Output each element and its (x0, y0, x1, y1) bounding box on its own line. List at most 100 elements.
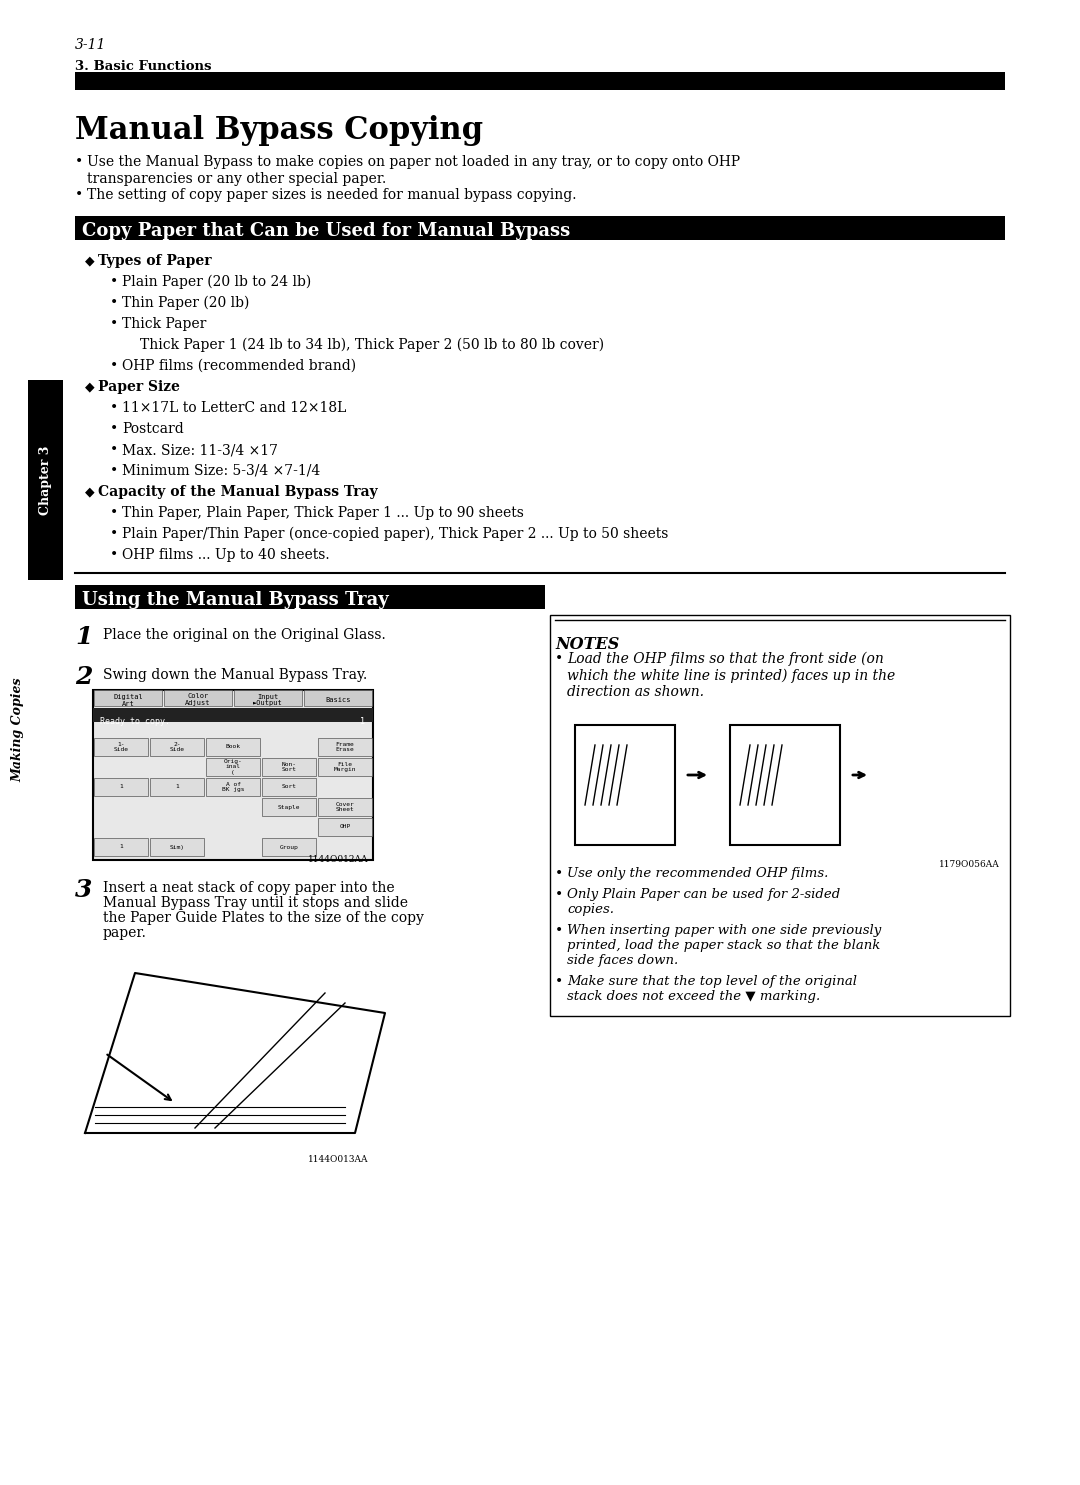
Text: Orig-
inal
(: Orig- inal ( (224, 759, 242, 775)
Text: Use the Manual Bypass to make copies on paper not loaded in any tray, or to copy: Use the Manual Bypass to make copies on … (87, 154, 740, 169)
Text: Use only the recommended OHP films.: Use only the recommended OHP films. (567, 867, 828, 881)
Text: Manual Bypass Tray until it stops and slide: Manual Bypass Tray until it stops and sl… (103, 895, 408, 910)
Bar (730, 725, 840, 845)
Bar (150, 778, 204, 796)
Text: Staple: Staple (278, 805, 300, 809)
Bar (262, 757, 316, 777)
Text: File
Margin: File Margin (334, 762, 356, 772)
Text: side faces down.: side faces down. (567, 953, 678, 967)
Bar (94, 838, 148, 855)
Text: •: • (555, 867, 564, 881)
Text: Cover
Sheet: Cover Sheet (336, 802, 354, 812)
Text: 1144O013AA: 1144O013AA (308, 1155, 368, 1164)
Text: Plain Paper (20 lb to 24 lb): Plain Paper (20 lb to 24 lb) (122, 275, 311, 290)
Text: transparencies or any other special paper.: transparencies or any other special pape… (87, 172, 387, 186)
Bar (75, 585, 545, 609)
Text: Thick Paper 1 (24 lb to 34 lb), Thick Paper 2 (50 lb to 80 lb cover): Thick Paper 1 (24 lb to 34 lb), Thick Pa… (140, 339, 604, 352)
Text: 1: 1 (119, 784, 123, 790)
Text: Chapter 3: Chapter 3 (39, 446, 52, 515)
Text: Only Plain Paper can be used for 2-sided: Only Plain Paper can be used for 2-sided (567, 888, 840, 901)
Text: Input
►Output: Input ►Output (253, 693, 283, 707)
Text: When inserting paper with one side previously: When inserting paper with one side previ… (567, 924, 881, 937)
Text: Postcard: Postcard (122, 422, 184, 437)
Bar (206, 738, 260, 756)
Text: Max. Size: 11-3/4 ×17: Max. Size: 11-3/4 ×17 (122, 443, 278, 457)
Text: The setting of copy paper sizes is needed for manual bypass copying.: The setting of copy paper sizes is neede… (87, 189, 577, 202)
Text: copies.: copies. (567, 903, 615, 916)
Text: Thin Paper (20 lb): Thin Paper (20 lb) (122, 296, 249, 310)
Text: Non-
Sort: Non- Sort (282, 762, 297, 772)
Text: •: • (110, 463, 118, 478)
Bar (262, 778, 316, 796)
Text: Making Copies: Making Copies (12, 677, 25, 783)
Text: Plain Paper/Thin Paper (once-copied paper), Thick Paper 2 ... Up to 50 sheets: Plain Paper/Thin Paper (once-copied pape… (122, 527, 669, 542)
Text: •: • (555, 652, 564, 665)
Text: Load the OHP films so that the front side (on
which the white line is printed) f: Load the OHP films so that the front sid… (567, 652, 895, 699)
Text: Digital
Art: Digital Art (113, 693, 143, 707)
Text: OHP films ... Up to 40 sheets.: OHP films ... Up to 40 sheets. (122, 548, 329, 561)
Text: •: • (110, 548, 118, 561)
Bar (93, 691, 373, 860)
Text: OHP films (recommended brand): OHP films (recommended brand) (122, 359, 356, 373)
Text: •: • (555, 888, 564, 901)
Text: ◆: ◆ (85, 380, 95, 394)
Text: 3. Basic Functions: 3. Basic Functions (75, 59, 212, 73)
Text: Manual Bypass Copying: Manual Bypass Copying (75, 114, 483, 146)
Text: 1: 1 (175, 784, 179, 790)
Text: •: • (110, 316, 118, 331)
Text: paper.: paper. (103, 927, 147, 940)
Text: Make sure that the top level of the original: Make sure that the top level of the orig… (567, 976, 858, 988)
Text: 11×17L to LetterC and 12×18L: 11×17L to LetterC and 12×18L (122, 401, 347, 414)
Text: Group: Group (280, 845, 298, 849)
Bar (93, 708, 373, 722)
Bar (303, 691, 372, 705)
Text: •: • (555, 976, 564, 989)
Bar (75, 71, 1005, 91)
Text: •: • (75, 189, 83, 202)
Text: 3-11: 3-11 (75, 39, 106, 52)
Bar (94, 691, 162, 705)
Text: 1-
Side: 1- Side (113, 741, 129, 753)
Text: OHP: OHP (339, 824, 351, 830)
Text: Using the Manual Bypass Tray: Using the Manual Bypass Tray (82, 591, 389, 609)
Text: •: • (110, 296, 118, 310)
Text: the Paper Guide Plates to the size of the copy: the Paper Guide Plates to the size of th… (103, 910, 423, 925)
Text: printed, load the paper stack so that the blank: printed, load the paper stack so that th… (567, 939, 880, 952)
Text: Sim): Sim) (170, 845, 185, 849)
Text: •: • (110, 422, 118, 437)
Text: Sort: Sort (282, 784, 297, 790)
Text: 1: 1 (75, 625, 93, 649)
Bar (318, 818, 372, 836)
Text: Thin Paper, Plain Paper, Thick Paper 1 ... Up to 90 sheets: Thin Paper, Plain Paper, Thick Paper 1 .… (122, 506, 524, 520)
Text: Types of Paper: Types of Paper (98, 254, 212, 267)
Bar (150, 838, 204, 855)
Text: Capacity of the Manual Bypass Tray: Capacity of the Manual Bypass Tray (98, 486, 378, 499)
Text: Paper Size: Paper Size (98, 380, 180, 394)
Text: Book: Book (226, 744, 241, 750)
Bar (150, 738, 204, 756)
Bar (575, 725, 675, 845)
Bar (94, 738, 148, 756)
Text: ◆: ◆ (85, 486, 95, 497)
Bar (206, 778, 260, 796)
Text: •: • (110, 527, 118, 541)
Bar (262, 797, 316, 815)
Text: •: • (110, 359, 118, 373)
Text: Ready to copy.: Ready to copy. (100, 717, 170, 726)
Bar (318, 757, 372, 777)
Text: Swing down the Manual Bypass Tray.: Swing down the Manual Bypass Tray. (103, 668, 367, 682)
Text: ◆: ◆ (85, 254, 95, 267)
Text: •: • (110, 401, 118, 414)
Text: 2-
Side: 2- Side (170, 741, 185, 753)
Text: Insert a neat stack of copy paper into the: Insert a neat stack of copy paper into t… (103, 881, 394, 895)
Text: NOTES: NOTES (555, 636, 619, 653)
Text: Color
Adjust: Color Adjust (186, 693, 211, 707)
Text: •: • (555, 924, 564, 939)
Text: Minimum Size: 5-3/4 ×7-1/4: Minimum Size: 5-3/4 ×7-1/4 (122, 463, 321, 478)
Text: Frame
Erase: Frame Erase (336, 741, 354, 753)
Text: •: • (75, 154, 83, 169)
Bar (28, 380, 63, 581)
Bar (318, 738, 372, 756)
Text: Basics: Basics (325, 696, 351, 702)
Bar (94, 778, 148, 796)
